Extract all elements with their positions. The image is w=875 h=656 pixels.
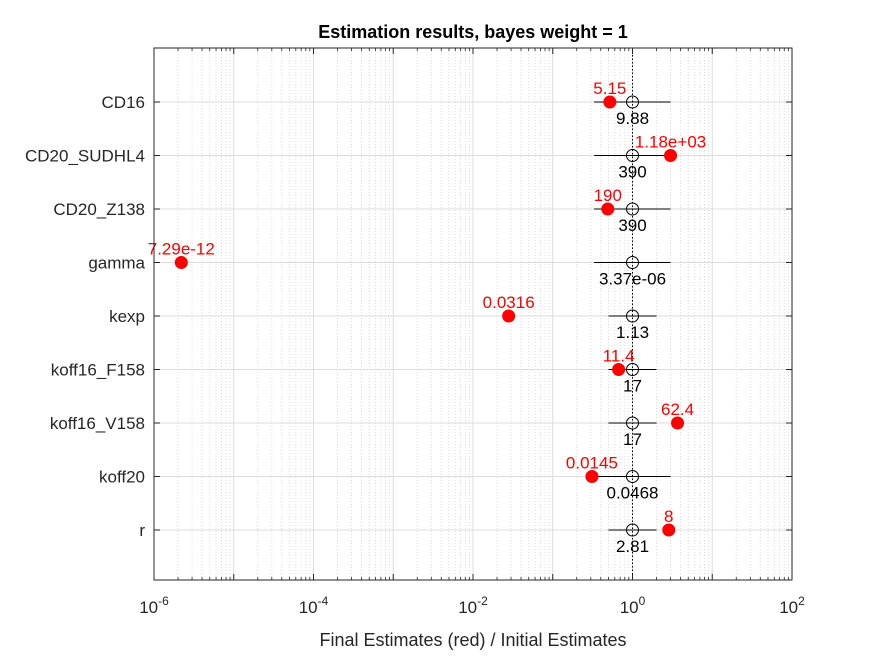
initial-estimate-label: 17 — [623, 377, 642, 396]
final-estimate-marker — [502, 309, 516, 323]
initial-estimate-marker — [626, 95, 639, 109]
final-estimate-label: 0.0145 — [566, 454, 618, 473]
y-tick-label: koff16_F158 — [51, 361, 145, 380]
final-estimate-label: 7.29e-12 — [148, 240, 215, 259]
initial-estimate-marker — [626, 202, 639, 216]
final-estimate-label: 62.4 — [661, 400, 694, 419]
chart-title: Estimation results, bayes weight = 1 — [318, 22, 628, 42]
initial-estimate-label: 2.81 — [616, 537, 649, 556]
final-estimate-label: 1.18e+03 — [635, 133, 706, 152]
y-tick-label: CD20_Z138 — [53, 200, 145, 219]
final-estimate-marker — [612, 363, 626, 376]
initial-estimate-marker — [626, 470, 639, 483]
final-estimate-label: 190 — [594, 186, 622, 205]
initial-estimate-marker — [626, 416, 639, 430]
initial-estimate-label: 390 — [618, 163, 646, 182]
x-tick-label: 10-6 — [139, 594, 169, 617]
initial-estimate-label: 390 — [618, 216, 646, 235]
final-estimate-marker — [671, 416, 685, 430]
x-tick-label: 10-2 — [458, 594, 488, 617]
value-labels: 5.15 9.88 1.18e+03 390 190 390 7.29e-12 3.37e-0… — [148, 79, 707, 556]
final-estimate-marker — [603, 95, 617, 109]
markers — [174, 95, 685, 537]
y-tick-label: kexp — [109, 307, 145, 326]
initial-estimate-marker — [626, 149, 639, 162]
x-axis-label: Final Estimates (red) / Initial Estimate… — [319, 630, 626, 650]
x-tick-label: 100 — [620, 594, 646, 617]
initial-estimate-label: 0.0468 — [607, 484, 659, 503]
final-estimate-label: 5.15 — [593, 79, 626, 98]
final-estimate-label: 0.0316 — [483, 293, 535, 312]
y-tick-label: CD16 — [102, 93, 145, 112]
x-tick-label: 102 — [779, 594, 805, 617]
initial-estimate-label: 3.37e-06 — [599, 270, 666, 289]
y-tick-label: CD20_SUDHL4 — [25, 147, 145, 166]
initial-estimate-marker — [626, 309, 639, 323]
final-estimate-label: 8 — [664, 507, 673, 526]
initial-estimate-marker — [626, 256, 639, 269]
grid-lines — [154, 48, 792, 580]
axis-ticks: 10-6 10-4 10-2 100 102 CD16 CD20_SUDHL4 CD20_Z1… — [25, 48, 805, 617]
y-tick-label: gamma — [88, 254, 145, 273]
initial-estimate-marker — [626, 523, 639, 537]
initial-estimate-marker — [626, 363, 639, 376]
y-tick-label: koff20 — [99, 468, 145, 487]
final-estimate-marker — [585, 470, 599, 483]
initial-estimate-label: 17 — [623, 430, 642, 449]
initial-estimate-label: 1.13 — [616, 323, 649, 342]
initial-estimate-label: 9.88 — [616, 109, 649, 128]
final-estimate-label: 11.4 — [603, 347, 635, 366]
y-tick-label: koff16_V158 — [50, 414, 145, 433]
final-estimate-marker — [662, 523, 676, 537]
final-estimate-marker — [174, 256, 188, 269]
y-tick-label: r — [139, 521, 145, 540]
final-estimate-marker — [601, 202, 615, 216]
final-estimate-marker — [664, 149, 678, 162]
x-tick-label: 10-4 — [299, 594, 329, 617]
